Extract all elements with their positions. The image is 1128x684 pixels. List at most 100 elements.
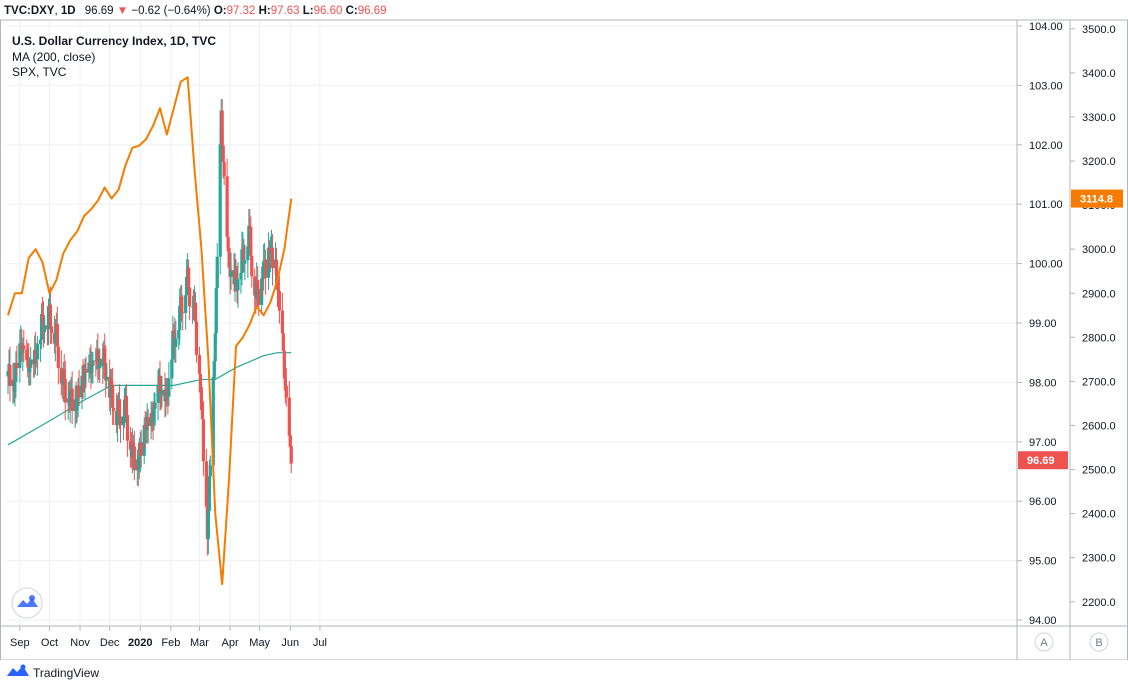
price-change: −0.62 (−0.64%): [131, 5, 211, 17]
low-value: 96.60: [313, 5, 343, 17]
candle-body: [178, 305, 182, 330]
axis-button-b[interactable]: B: [1089, 632, 1109, 652]
y-tick-label-spx: 2300.0: [1082, 553, 1116, 565]
candle: [185, 259, 189, 304]
candle-body: [49, 326, 54, 334]
candle-body: [91, 360, 95, 366]
candle: [236, 261, 240, 308]
y-tick-label-dxy: 104.00: [1029, 21, 1063, 33]
candle-body: [218, 144, 222, 257]
candle-body: [247, 225, 251, 247]
candle-body: [110, 380, 114, 386]
candle: [118, 398, 123, 443]
candle-body: [198, 374, 203, 393]
candle-body: [188, 287, 192, 307]
candle-body: [256, 280, 260, 289]
candle-body: [94, 360, 98, 362]
candle-body: [276, 289, 281, 292]
candle-body: [125, 414, 130, 441]
candle: [105, 363, 109, 389]
candle-body: [105, 376, 109, 381]
candle-body: [144, 429, 148, 431]
candle-body: [249, 226, 253, 256]
y-tick-label-spx: 2500.0: [1082, 465, 1116, 477]
close-label: C:: [345, 5, 358, 17]
y-tick-label-dxy: 99.00: [1029, 318, 1057, 330]
candle: [242, 238, 246, 273]
candle-body: [153, 402, 157, 409]
candle: [80, 365, 84, 410]
candle: [96, 333, 100, 383]
candle-body: [137, 454, 141, 471]
interval[interactable]: 1D: [60, 5, 76, 17]
y-tick-label-dxy: 98.00: [1029, 377, 1057, 389]
candle-body: [221, 145, 225, 162]
candle-body: [213, 333, 217, 362]
spx-series: [7, 76, 293, 586]
tradingview-watermark-icon[interactable]: [11, 587, 43, 619]
spx-badge-bg: [1071, 189, 1123, 208]
legend-ma[interactable]: MA (200, close): [12, 49, 96, 64]
candle-body: [53, 330, 57, 344]
candle: [188, 271, 192, 321]
symbol-name[interactable]: TVC:DXY: [4, 5, 55, 17]
candle-body: [18, 343, 22, 369]
candle-body: [29, 359, 33, 368]
candle-body: [14, 362, 18, 382]
candle-body: [84, 369, 88, 373]
candle-body: [268, 251, 273, 255]
candle: [153, 392, 157, 426]
legend-overlay[interactable]: SPX, TVC: [12, 65, 67, 79]
candle-body: [124, 396, 129, 415]
y-tick-label-dxy: 100.00: [1029, 259, 1063, 271]
candle: [143, 410, 147, 449]
candle-body: [142, 425, 146, 456]
spx-line: [7, 76, 293, 586]
candle-body: [164, 389, 168, 402]
candle-body: [174, 338, 178, 347]
x-tick-label: Apr: [222, 637, 239, 649]
ma-200-series: [7, 352, 292, 446]
price-chart[interactable]: 104.00 103.00 102.00 101.00 100.00 99.00 98.00…: [0, 18, 1128, 660]
y-tick-label-spx: 2600.0: [1082, 420, 1116, 432]
candle: [152, 392, 156, 431]
candle: [84, 356, 88, 388]
candle-body: [146, 417, 150, 427]
candle: [264, 249, 268, 295]
open-label: O:: [213, 5, 227, 17]
candle-body: [214, 288, 218, 334]
candle: [112, 391, 116, 425]
y-tick-label-spx: 3200.0: [1082, 156, 1116, 168]
y-tick-label-spx: 3400.0: [1082, 68, 1116, 80]
candle-body: [227, 247, 231, 268]
candle: [150, 402, 154, 432]
candle-body: [80, 375, 84, 398]
candle-body: [13, 381, 17, 392]
candle: [146, 408, 150, 444]
candle-body: [260, 278, 264, 305]
candle: [215, 243, 219, 304]
candle-body: [160, 389, 164, 396]
candle-body: [56, 346, 60, 368]
candle-body: [234, 270, 238, 278]
candle: [266, 232, 271, 291]
candle: [81, 359, 85, 399]
candle: [91, 351, 95, 384]
candle-body: [267, 247, 272, 255]
candle-body: [149, 413, 153, 427]
footer-brand[interactable]: TradingView: [6, 664, 99, 682]
y-tick-label-dxy: 102.00: [1029, 140, 1063, 152]
candle-body: [222, 161, 226, 177]
candle-body: [143, 425, 147, 431]
candle-body: [274, 259, 279, 275]
candle-body: [128, 440, 132, 450]
candle-body: [165, 389, 169, 396]
candle: [201, 410, 206, 476]
candle: [18, 329, 22, 383]
axis-button-a[interactable]: A: [1034, 632, 1054, 652]
candle-body: [39, 313, 44, 340]
legend-title[interactable]: U.S. Dollar Currency Index, 1D, TVC: [12, 34, 217, 48]
candle: [284, 368, 288, 407]
candle-body: [122, 405, 127, 417]
candle-body: [34, 349, 38, 358]
